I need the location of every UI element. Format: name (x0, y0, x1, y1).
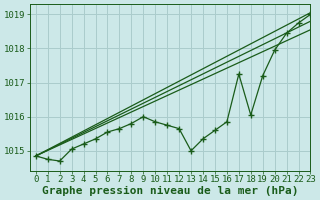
X-axis label: Graphe pression niveau de la mer (hPa): Graphe pression niveau de la mer (hPa) (42, 186, 298, 196)
